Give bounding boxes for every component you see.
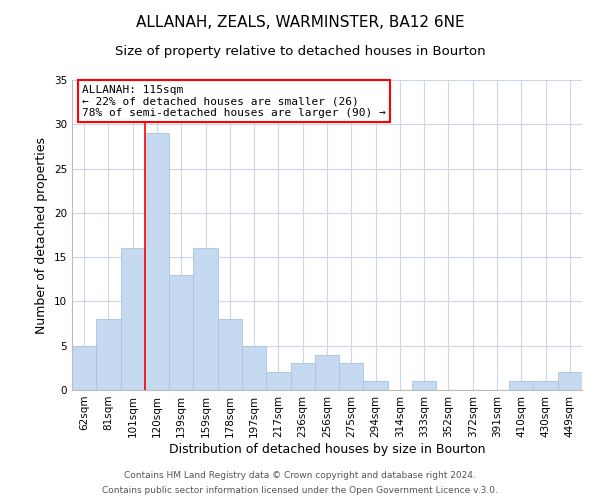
Bar [315, 354, 339, 390]
Bar [533, 381, 558, 390]
Text: ALLANAH: 115sqm
← 22% of detached houses are smaller (26)
78% of semi-detached h: ALLANAH: 115sqm ← 22% of detached houses… [82, 84, 386, 118]
X-axis label: Distribution of detached houses by size in Bourton: Distribution of detached houses by size … [169, 442, 485, 456]
Bar [266, 372, 290, 390]
Text: Size of property relative to detached houses in Bourton: Size of property relative to detached ho… [115, 45, 485, 58]
Bar [218, 319, 242, 390]
Bar [242, 346, 266, 390]
Bar [509, 381, 533, 390]
Bar [121, 248, 145, 390]
Bar [364, 381, 388, 390]
Bar [558, 372, 582, 390]
Text: ALLANAH, ZEALS, WARMINSTER, BA12 6NE: ALLANAH, ZEALS, WARMINSTER, BA12 6NE [136, 15, 464, 30]
Bar [145, 133, 169, 390]
Y-axis label: Number of detached properties: Number of detached properties [35, 136, 49, 334]
Bar [169, 275, 193, 390]
Bar [339, 364, 364, 390]
Bar [72, 346, 96, 390]
Text: Contains public sector information licensed under the Open Government Licence v.: Contains public sector information licen… [102, 486, 498, 495]
Bar [290, 364, 315, 390]
Text: Contains HM Land Registry data © Crown copyright and database right 2024.: Contains HM Land Registry data © Crown c… [124, 471, 476, 480]
Bar [412, 381, 436, 390]
Bar [96, 319, 121, 390]
Bar [193, 248, 218, 390]
